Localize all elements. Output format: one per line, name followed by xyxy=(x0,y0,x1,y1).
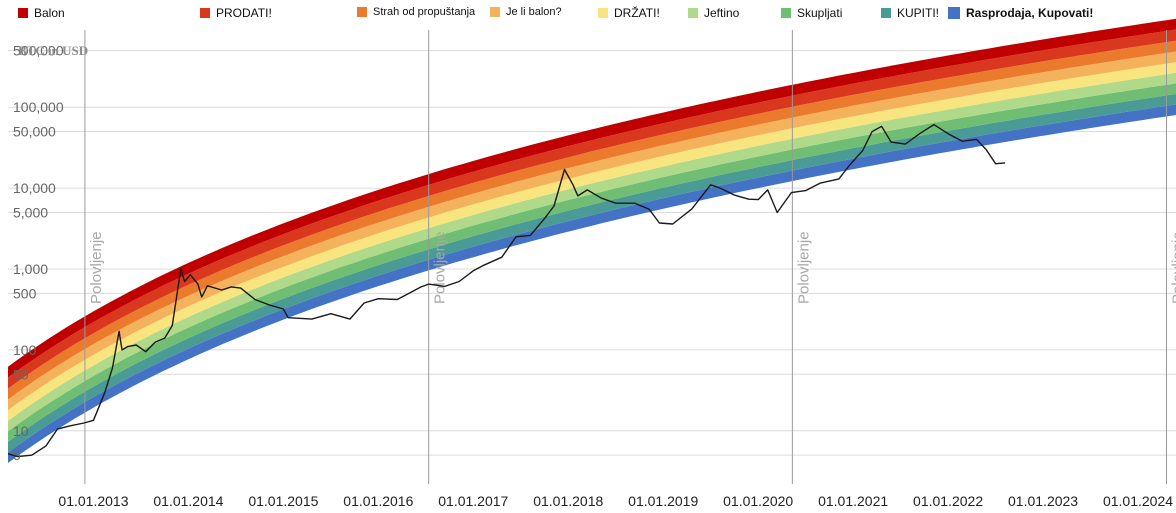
legend-label: Balon xyxy=(34,6,65,20)
halving-label: Polovljenje xyxy=(795,231,812,304)
legend-swatch xyxy=(688,8,698,18)
legend-label: Skupljati xyxy=(797,6,843,20)
halving-label: Polovljenje xyxy=(88,231,105,304)
chart-legend: Balon PRODATI! Strah od propuštanja Je li b… xyxy=(0,0,1176,30)
x-tick-label: 01.01.2021 xyxy=(818,493,888,509)
legend-label: KUPITI! xyxy=(897,6,940,20)
halving-label: Polovljenje xyxy=(432,231,449,304)
y-tick-label: 100,000 xyxy=(13,99,64,115)
price-series xyxy=(7,123,1006,458)
price-line xyxy=(7,123,1006,458)
legend-swatch xyxy=(490,7,500,17)
legend-item: Rasprodaja, Kupovati! xyxy=(948,6,1093,20)
rainbow-bands xyxy=(8,18,1176,463)
legend-swatch xyxy=(781,8,791,18)
x-tick-label: 01.01.2015 xyxy=(248,493,318,509)
y-tick-label: 50,000 xyxy=(13,124,56,140)
legend-label: Jeftino xyxy=(704,6,740,20)
legend-label: PRODATI! xyxy=(216,6,272,20)
legend-swatch xyxy=(200,8,210,18)
y-tick-label: 500,000 xyxy=(13,43,64,59)
x-tick-label: 01.01.2020 xyxy=(723,493,793,509)
halving-label: Polovljenje xyxy=(1170,231,1176,304)
legend-item: Skupljati xyxy=(781,6,842,20)
x-tick-label: 01.01.2018 xyxy=(533,493,603,509)
y-tick-label: 50 xyxy=(13,366,29,382)
x-tick-label: 01.01.2019 xyxy=(628,493,698,509)
legend-item: Je li balon? xyxy=(490,6,562,18)
legend-item: DRŽATI! xyxy=(598,6,660,20)
x-tick-label: 01.01.2022 xyxy=(913,493,983,509)
legend-swatch xyxy=(357,7,367,17)
legend-label: Rasprodaja, Kupovati! xyxy=(966,6,1094,20)
halving-lines: Polovljenje Polovljenje Polovljenje Polovlj… xyxy=(84,30,1176,484)
y-tick-label: 1,000 xyxy=(13,261,48,277)
y-tick-label: 10 xyxy=(13,423,29,439)
legend-item: Balon xyxy=(18,6,65,20)
legend-label: DRŽATI! xyxy=(614,6,660,20)
legend-item: KUPITI! xyxy=(881,6,939,20)
legend-item: PRODATI! xyxy=(200,6,272,20)
legend-label: Strah od propuštanja xyxy=(373,6,476,18)
y-tick-label: 100 xyxy=(13,342,37,358)
y-tick-label: 5 xyxy=(13,447,21,463)
y-tick-label: 5,000 xyxy=(13,204,48,220)
y-axis-unit-label: BTC in USD xyxy=(18,43,88,58)
y-axis-ticks: 500,000 100,000 50,000 10,000 5,000 1,000 500 1… xyxy=(13,43,64,464)
y-tick-label: 10,000 xyxy=(13,180,56,196)
x-tick-label: 01.01.2024 xyxy=(1103,493,1173,509)
x-tick-label: 01.01.2016 xyxy=(343,493,413,509)
x-tick-label: 01.01.2017 xyxy=(438,493,508,509)
legend-swatch xyxy=(948,7,960,19)
x-tick-label: 01.01.2013 xyxy=(58,493,128,509)
legend-item: Strah od propuštanja xyxy=(357,6,475,18)
x-axis-ticks: 01.01.2013 01.01.2014 01.01.2015 01.01.2016… xyxy=(58,493,1173,509)
legend-swatch xyxy=(881,8,891,18)
x-tick-label: 01.01.2014 xyxy=(153,493,223,509)
legend-swatch xyxy=(18,8,28,18)
legend-label: Je li balon? xyxy=(506,6,562,18)
y-tick-label: 500 xyxy=(13,285,37,301)
legend-swatch xyxy=(598,8,608,18)
legend-item: Jeftino xyxy=(688,6,739,20)
x-tick-label: 01.01.2023 xyxy=(1008,493,1078,509)
